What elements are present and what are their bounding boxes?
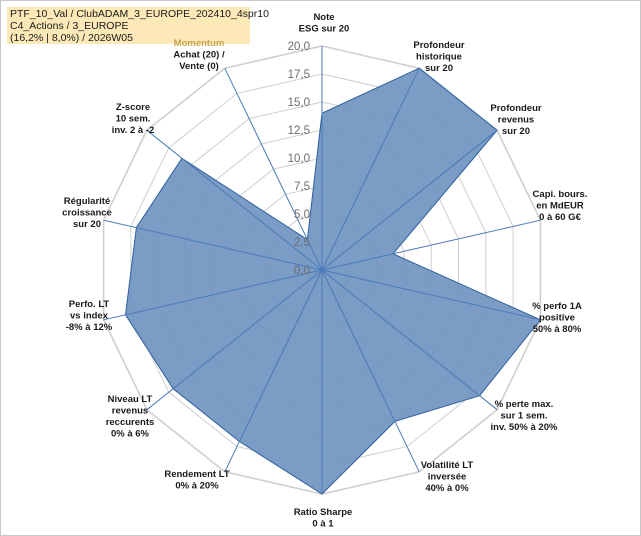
axis-label-8-line-0: Rendement LT	[164, 469, 229, 480]
axis-label-5-line-2: inv. 50% à 20%	[491, 422, 558, 433]
axis-label-2-line-2: sur 20	[502, 126, 530, 137]
spoke-3	[321, 219, 541, 271]
axis-label-6-line-2: 40% à 0%	[425, 483, 469, 494]
axis-label-10-line-0: Perfo. LT	[69, 299, 110, 310]
spoke-13	[224, 67, 323, 271]
axis-label-5-line-0: % perte max.	[495, 399, 554, 410]
chart-title-box: PTF_10_Val / ClubADAM_3_EUROPE_202410_4s…	[7, 7, 269, 44]
tick-label-1: 2,5	[294, 237, 310, 249]
axis-label-9-line-2: reccurents	[106, 417, 155, 428]
title-line-2: C4_Actions / 3_EUROPE	[10, 20, 129, 32]
axis-label-4-line-2: 50% à 80%	[533, 324, 582, 335]
tick-label-7: 17,5	[288, 69, 310, 81]
spoke-6	[321, 269, 420, 473]
tick-label-4: 10,0	[288, 153, 310, 165]
spoke-12	[146, 129, 323, 271]
axis-label-12-line-0: Z-score	[116, 102, 150, 113]
axis-label-3-line-1: en MdEUR	[536, 201, 584, 212]
spoke-4	[321, 269, 541, 321]
axis-label-3-line-2: 0 à 60 G€	[539, 212, 581, 223]
axis-label-9-line-1: revenus	[112, 406, 148, 417]
tick-label-2: 5,0	[294, 209, 310, 221]
tick-layer: 0,0 2,5 5,0 7,5 10,0 12,5 15,0 17,5 20,0	[288, 41, 310, 277]
axis-label-4-line-1: positive	[539, 313, 575, 324]
tick-label-6: 15,0	[288, 97, 310, 109]
axis-label-5-line-1: sur 1 sem.	[501, 411, 548, 422]
axis-label-7-line-1: 0 à 1	[312, 519, 334, 530]
spoke-8	[224, 269, 323, 473]
axis-label-3-line-0: Capi. bours.	[533, 189, 588, 200]
axis-label-10-line-1: vs index	[70, 311, 109, 322]
spoke-9	[146, 269, 323, 411]
axis-label-1-line-0: Profondeur	[413, 40, 464, 51]
axis-label-2-line-1: revenus	[498, 115, 534, 126]
axis-label-0-line-1: ESG sur 20	[299, 24, 350, 35]
spoke-layer	[103, 46, 541, 494]
spoke-2	[321, 129, 498, 271]
axis-label-11-line-1: croissance	[62, 208, 112, 219]
title-line-3: (16,2% | 8,0%) / 2026W05	[10, 32, 133, 44]
spoke-11	[103, 219, 323, 271]
axis-label-12-line-2: inv. 2 à -2	[112, 125, 155, 136]
axis-label-10-line-2: -8% à 12%	[66, 322, 113, 333]
axis-label-4-line-0: % perfo 1A	[532, 301, 582, 312]
axis-label-0-line-0: Note	[313, 12, 334, 23]
axis-label-13-line-2: Vente (0)	[179, 61, 219, 72]
axis-label-6-line-1: inversée	[428, 472, 467, 483]
spoke-10	[103, 269, 323, 321]
title-line-1: PTF_10_Val / ClubADAM_3_EUROPE_202410_4s…	[10, 8, 269, 20]
axis-label-13-line-1: Achat (20) /	[173, 50, 225, 61]
axis-label-7-line-0: Ratio Sharpe	[294, 507, 353, 518]
axis-label-1-line-2: sur 20	[425, 63, 453, 74]
tick-label-0: 0,0	[294, 265, 310, 277]
axis-label-11-line-0: Régularité	[64, 196, 110, 207]
axis-label-2-line-0: Profondeur	[490, 103, 541, 114]
tick-label-3: 7,5	[294, 181, 310, 193]
tick-label-8: 20,0	[288, 41, 310, 53]
axis-label-9-line-3: 0% à 6%	[111, 429, 150, 440]
tick-label-5: 12,5	[288, 125, 310, 137]
axis-label-8-line-1: 0% à 20%	[175, 481, 219, 492]
spoke-5	[321, 269, 498, 411]
axis-label-6-line-0: Volatilité LT	[421, 460, 474, 471]
axis-label-9-line-0: Niveau LT	[108, 394, 153, 405]
axis-label-12-line-1: 10 sem.	[116, 114, 151, 125]
axis-label-1-line-1: historique	[416, 52, 462, 63]
axis-label-11-line-2: sur 20	[73, 219, 101, 230]
axis-label-13-line-0: Momentum	[174, 38, 225, 49]
spoke-1	[321, 67, 420, 271]
